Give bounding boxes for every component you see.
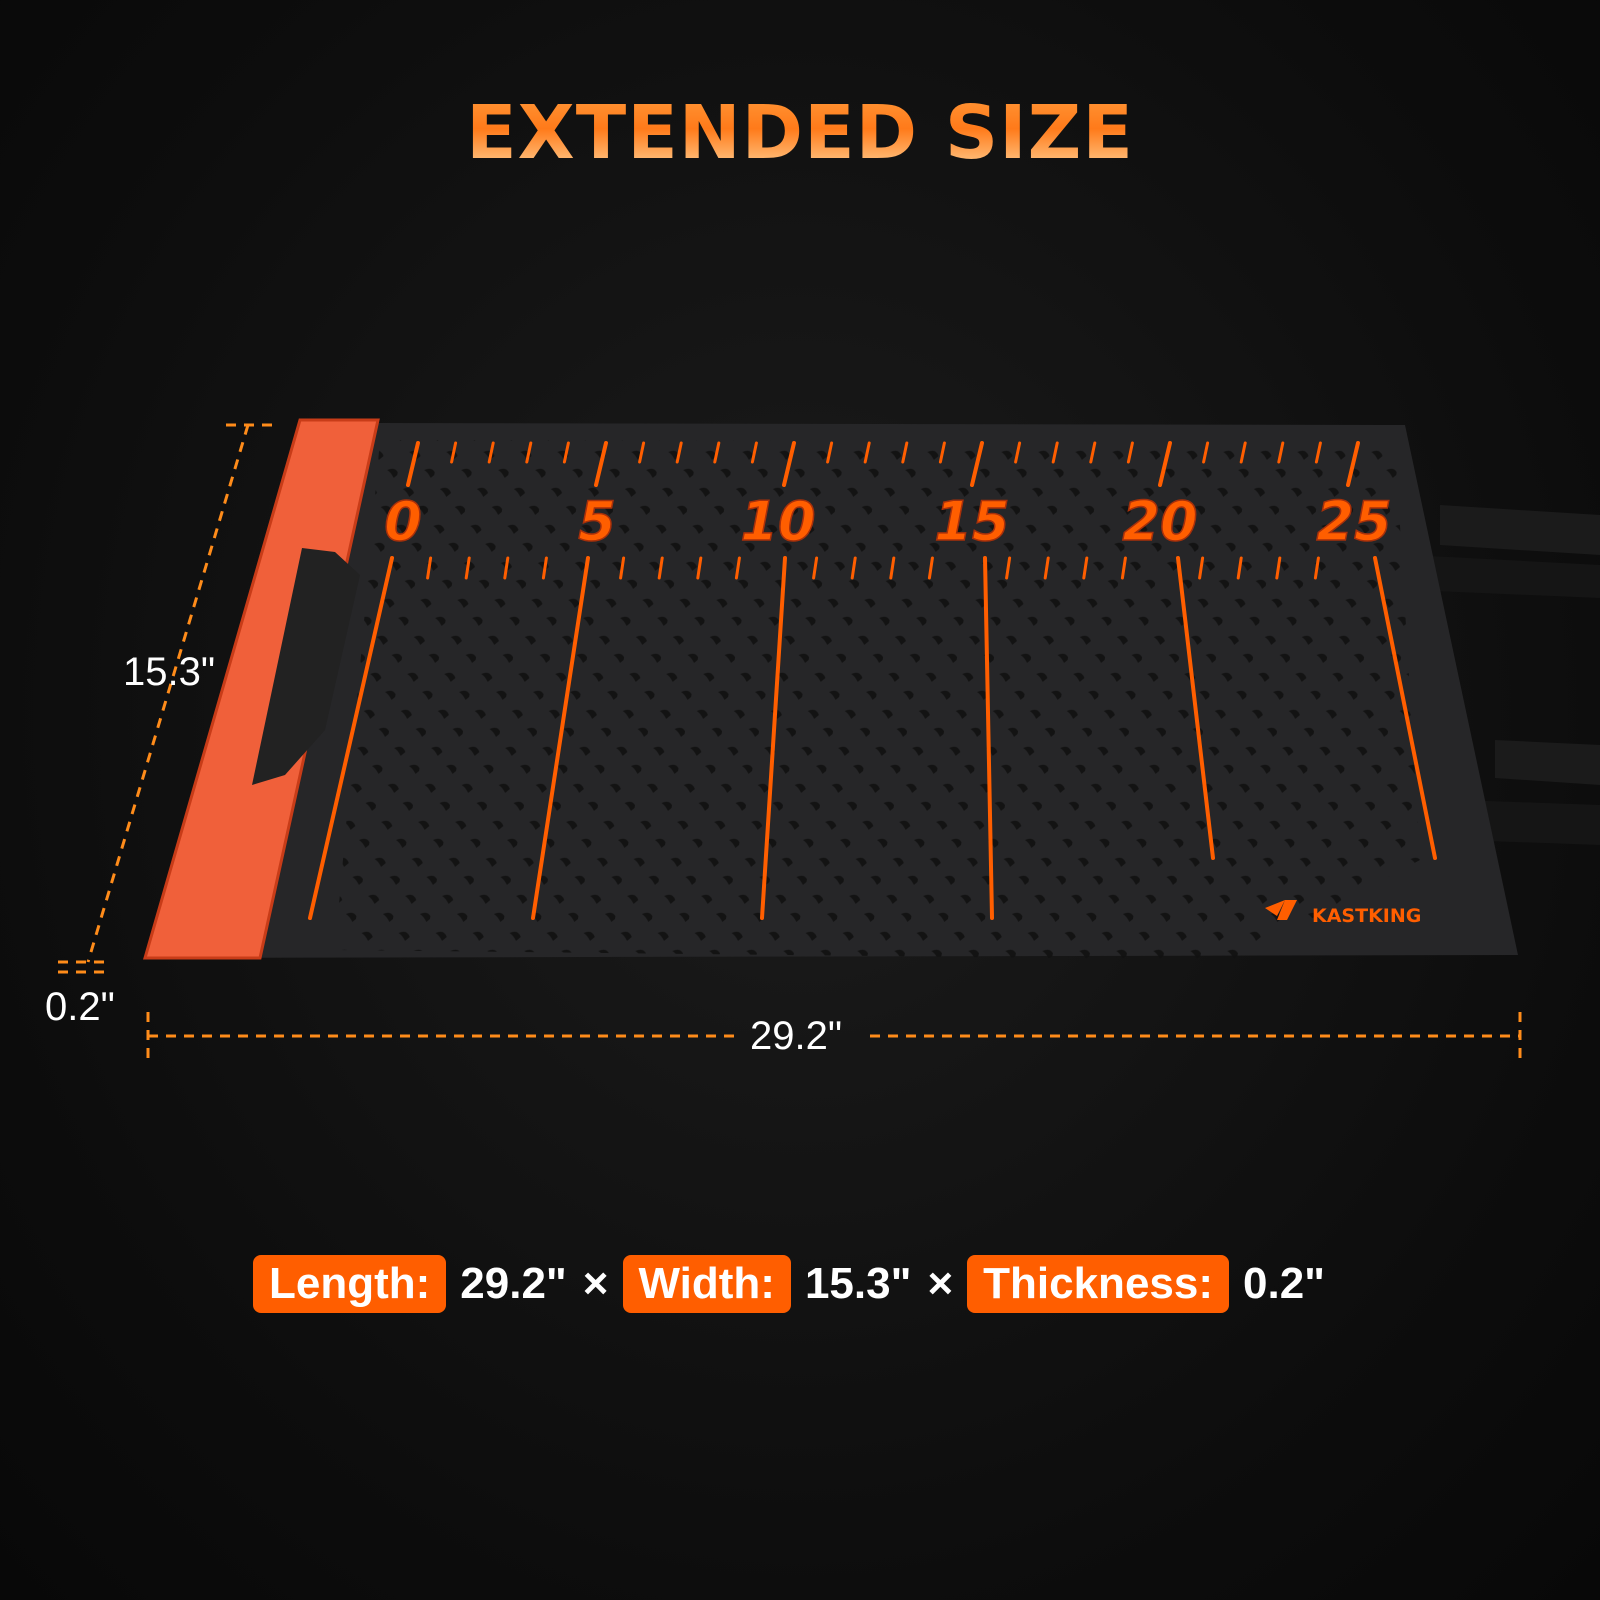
major-line (308, 556, 394, 920)
major-line (1176, 556, 1215, 860)
major-tick (594, 441, 608, 487)
handle (143, 418, 380, 960)
minor-tick (1236, 556, 1243, 580)
minor-tick (750, 441, 758, 464)
major-line (760, 556, 787, 920)
minor-tick (1005, 556, 1012, 580)
width-value: 15.3" (804, 1259, 912, 1308)
minor-tick (850, 556, 857, 580)
strap-top (1386, 505, 1600, 603)
ruler-number: 10 (740, 490, 815, 553)
minor-tick (1313, 556, 1320, 580)
minor-tick (812, 556, 819, 580)
ruler-number: 5 (578, 490, 616, 553)
minor-tick (1051, 441, 1059, 464)
kastking-logo: KASTKING (1265, 900, 1421, 927)
minor-tick (1043, 556, 1050, 580)
major-tick (970, 441, 984, 487)
major-tick (782, 441, 796, 487)
minor-tick (562, 441, 570, 464)
minor-tick (487, 441, 495, 464)
minor-tick (1277, 441, 1285, 464)
minor-tick (657, 556, 664, 580)
minor-tick (426, 556, 433, 580)
width-tag: Width: (622, 1255, 791, 1313)
minor-tick (863, 441, 871, 464)
minor-tick (450, 441, 458, 464)
major-tick (1346, 441, 1360, 487)
spec-bar: Length: 29.2" × Width: 15.3" × Thickness… (253, 1255, 1327, 1313)
separator: × (927, 1259, 954, 1308)
thickness-value: 0.2" (1243, 1259, 1326, 1308)
page-title: EXTENDED SIZE (0, 90, 1600, 176)
minor-tick (901, 441, 909, 464)
major-line (983, 556, 994, 920)
major-line (531, 556, 590, 920)
minor-tick (464, 556, 471, 580)
thickness-tag: Thickness: (967, 1255, 1230, 1313)
minor-tick (1198, 556, 1205, 580)
major-tick (1158, 441, 1172, 487)
major-line (1373, 556, 1437, 860)
minor-tick (826, 441, 834, 464)
svg-text:KASTKING: KASTKING (1312, 905, 1421, 927)
separator: × (582, 1259, 609, 1308)
minor-tick (525, 441, 533, 464)
length-dimension-label: 29.2" (750, 1014, 843, 1058)
minor-tick (1202, 441, 1210, 464)
minor-tick (541, 556, 548, 580)
dimension-lines (58, 423, 1522, 1060)
minor-tick (638, 441, 646, 464)
ruler-number: 15 (934, 490, 1009, 553)
major-tick (406, 441, 420, 487)
thickness-dimension-label: 0.2" (45, 985, 115, 1029)
ruler-markings: 0 5 10 15 20 25 (308, 441, 1437, 920)
minor-tick (1275, 556, 1282, 580)
length-tag: Length: (253, 1255, 447, 1313)
ruler-number: 20 (1122, 490, 1197, 553)
minor-tick (1014, 441, 1022, 464)
width-dimension-label: 15.3" (123, 650, 216, 694)
minor-tick (675, 441, 683, 464)
minor-tick (889, 556, 896, 580)
ruler-number: 25 (1316, 490, 1391, 553)
minor-tick (927, 556, 934, 580)
minor-tick (696, 556, 703, 580)
minor-tick (1120, 556, 1127, 580)
minor-tick (1239, 441, 1247, 464)
minor-tick (938, 441, 946, 464)
minor-tick (1082, 556, 1089, 580)
minor-tick (1089, 441, 1097, 464)
minor-tick (713, 441, 721, 464)
minor-tick (619, 556, 626, 580)
minor-tick (734, 556, 741, 580)
minor-tick (1314, 441, 1322, 464)
length-value: 29.2" (460, 1259, 567, 1308)
minor-tick (1126, 441, 1134, 464)
minor-tick (503, 556, 510, 580)
ruler-number: 0 (384, 490, 422, 553)
